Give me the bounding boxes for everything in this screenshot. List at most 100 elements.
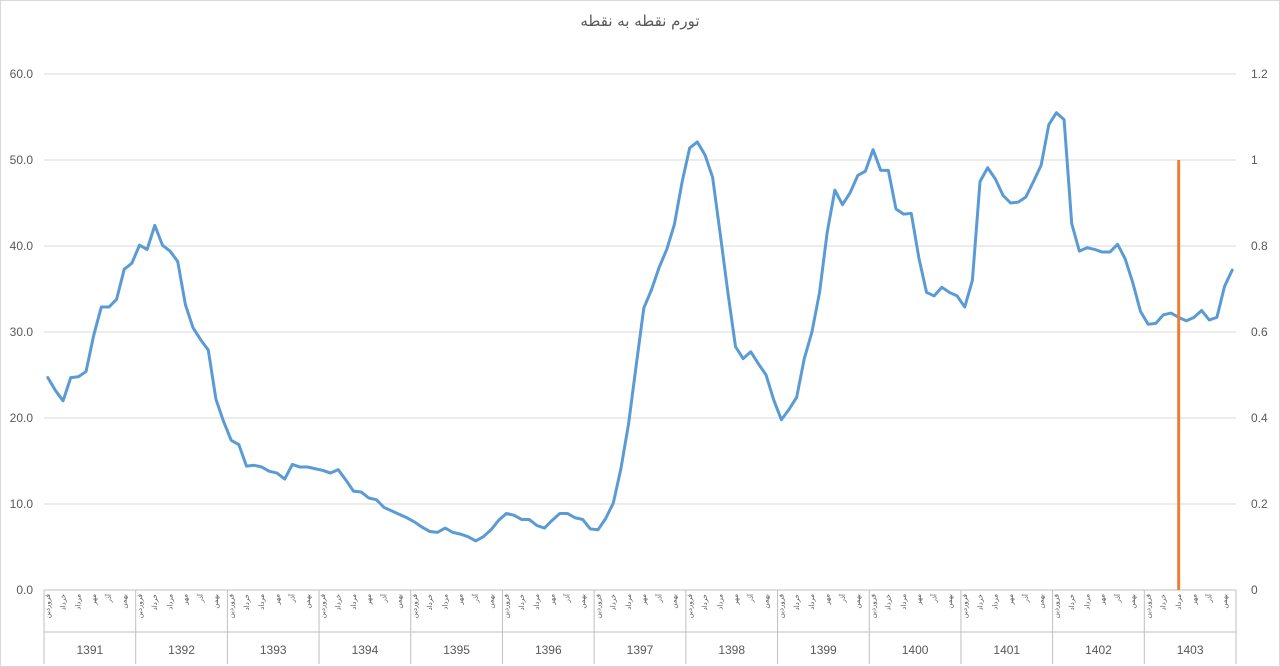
- month-label: آذر: [379, 593, 388, 603]
- month-label: آذر: [471, 593, 480, 603]
- month-label: مهر: [1099, 594, 1107, 606]
- month-label: بهمن: [1129, 594, 1137, 609]
- month-label: فروردین: [136, 594, 144, 618]
- month-label: فروردین: [686, 594, 694, 618]
- y-left-tick-label: 0.0: [16, 583, 33, 597]
- month-label: آذر: [929, 593, 938, 603]
- chart-title: تورم نقطه به نقطه: [580, 12, 699, 30]
- y-left-tick-label: 30.0: [10, 325, 34, 339]
- month-label: فروردین: [1144, 594, 1152, 618]
- month-label: فروردین: [869, 594, 877, 618]
- month-label: بهمن: [946, 594, 954, 609]
- y-right-tick-label: 0: [1251, 583, 1258, 597]
- month-label: خرداد: [610, 594, 618, 610]
- y-right-tick-label: 1.2: [1251, 67, 1268, 81]
- year-label: 1397: [627, 643, 654, 657]
- month-label: مهر: [1190, 594, 1198, 606]
- month-label: مرداد: [533, 594, 541, 610]
- y-left-tick-label: 20.0: [10, 411, 34, 425]
- year-label: 1395: [443, 643, 470, 657]
- month-label: مرداد: [900, 594, 908, 610]
- month-label: آذر: [563, 593, 572, 603]
- month-label: فروردین: [1053, 594, 1061, 618]
- month-label: مرداد: [258, 594, 266, 610]
- year-label: 1402: [1085, 643, 1112, 657]
- month-label: مهر: [457, 594, 465, 606]
- month-label: مرداد: [625, 594, 633, 610]
- month-label: فروردین: [503, 594, 511, 618]
- month-label: آذر: [104, 593, 113, 603]
- y-axis-right: 0 0.2 0.4 0.6 0.8 1 1.2: [1251, 67, 1268, 597]
- month-label: آذر: [196, 593, 205, 603]
- month-label: آذر: [1205, 593, 1214, 603]
- month-label: فروردین: [594, 594, 602, 618]
- month-label: خرداد: [1068, 594, 1076, 610]
- month-label: مهر: [548, 594, 556, 606]
- year-label: 1399: [810, 643, 837, 657]
- month-label: آذر: [654, 593, 663, 603]
- month-label: مرداد: [441, 594, 449, 610]
- month-label: مهر: [640, 594, 648, 606]
- year-label: 1393: [260, 643, 287, 657]
- month-label: خرداد: [976, 594, 984, 610]
- year-label: 1391: [76, 643, 103, 657]
- y-right-tick-label: 0.8: [1251, 239, 1268, 253]
- month-label: خرداد: [885, 594, 893, 610]
- month-label: بهمن: [396, 594, 404, 609]
- y-right-tick-label: 0.4: [1251, 411, 1268, 425]
- month-label: خرداد: [1160, 594, 1168, 610]
- month-label: آذر: [288, 593, 297, 603]
- y-left-tick-label: 60.0: [10, 67, 34, 81]
- year-label: 1396: [535, 643, 562, 657]
- month-label: فروردین: [227, 594, 235, 618]
- month-label: فروردین: [778, 594, 786, 618]
- month-label: مهر: [182, 594, 190, 606]
- month-label: خرداد: [793, 594, 801, 610]
- month-label: مهر: [823, 594, 831, 606]
- series-layer: [46, 111, 1234, 590]
- inflation-series-line: [46, 111, 1234, 543]
- y-left-tick-label: 40.0: [10, 239, 34, 253]
- month-label: خرداد: [701, 594, 709, 610]
- year-label: 1398: [718, 643, 745, 657]
- month-label: مهر: [365, 594, 373, 606]
- month-label: مرداد: [1083, 594, 1091, 610]
- month-label: فروردین: [44, 594, 52, 618]
- month-label: مهر: [732, 594, 740, 606]
- month-label: مرداد: [75, 594, 83, 610]
- year-label: 1392: [168, 643, 195, 657]
- year-label: 1403: [1177, 643, 1204, 657]
- month-label: فروردین: [319, 594, 327, 618]
- month-label: بهمن: [762, 594, 770, 609]
- month-label: مهر: [1007, 594, 1015, 606]
- month-label: مرداد: [350, 594, 358, 610]
- month-label: مرداد: [808, 594, 816, 610]
- month-label: خرداد: [426, 594, 434, 610]
- y-axis-left: 0.0 10.0 20.0 30.0 40.0 50.0 60.0: [10, 67, 34, 597]
- month-label: آذر: [1113, 593, 1122, 603]
- month-label: خرداد: [334, 594, 342, 610]
- month-label: بهمن: [304, 594, 312, 609]
- x-axis-categories: 1391 فروردین خرداد مرداد مهر آذر بهمن 1392 فرورد…: [43, 589, 1237, 664]
- month-label: خرداد: [518, 594, 526, 610]
- y-right-tick-label: 0.2: [1251, 497, 1268, 511]
- month-label: بهمن: [671, 594, 679, 609]
- month-label: خرداد: [151, 594, 159, 610]
- month-label: بهمن: [1221, 594, 1229, 609]
- month-label: بهمن: [854, 594, 862, 609]
- month-label: مرداد: [717, 594, 725, 610]
- month-label: آذر: [838, 593, 847, 603]
- month-label: بهمن: [487, 594, 495, 609]
- year-label: 1400: [902, 643, 929, 657]
- y-left-tick-label: 50.0: [10, 153, 34, 167]
- gridlines: [44, 73, 1236, 505]
- y-right-tick-label: 0.6: [1251, 325, 1268, 339]
- year-label: 1401: [993, 643, 1020, 657]
- month-label: فروردین: [411, 594, 419, 618]
- month-label: مهر: [273, 594, 281, 606]
- month-label: آذر: [1021, 593, 1030, 603]
- month-label: خرداد: [59, 594, 67, 610]
- month-label: مرداد: [166, 594, 174, 610]
